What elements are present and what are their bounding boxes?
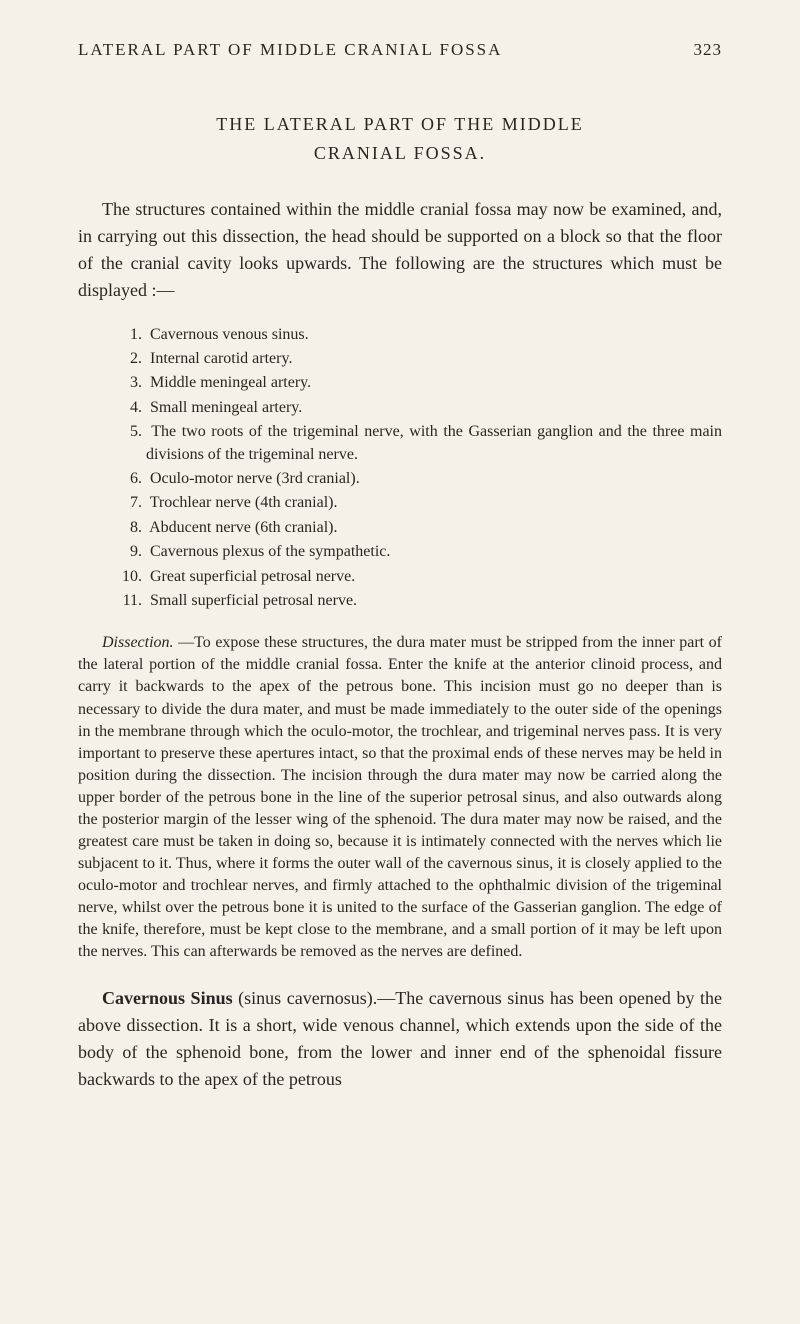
intro-paragraph: The structures contained within the midd…: [78, 196, 722, 304]
cavernous-lead: Cavernous Sinus: [102, 988, 233, 1008]
list-text: Trochlear nerve (4th cranial).: [150, 494, 338, 511]
list-text: Cavernous plexus of the sympathetic.: [150, 543, 390, 560]
list-number: 6.: [120, 468, 142, 490]
list-number: 9.: [120, 541, 142, 563]
dissection-paragraph: Dissection. —To expose these structures,…: [78, 632, 722, 963]
list-text: Cavernous venous sinus.: [150, 326, 309, 343]
section-title: THE LATERAL PART OF THE MIDDLE CRANIAL F…: [78, 110, 722, 168]
list-text: Middle meningeal artery.: [150, 374, 311, 391]
title-line-1: THE LATERAL PART OF THE MIDDLE: [78, 110, 722, 139]
running-header-title: LATERAL PART OF MIDDLE CRANIAL FOSSA: [78, 40, 502, 60]
list-item: 2. Internal carotid artery.: [120, 348, 722, 370]
list-number: 7.: [120, 492, 142, 514]
list-item: 10. Great superficial petrosal nerve.: [120, 566, 722, 588]
list-number: 2.: [120, 348, 142, 370]
list-number: 10.: [120, 566, 142, 588]
list-text: Great superficial petrosal nerve.: [150, 568, 355, 585]
list-text: Oculo-motor nerve (3rd cranial).: [150, 470, 360, 487]
list-number: 1.: [120, 324, 142, 346]
list-text: Abducent nerve (6th cranial).: [149, 519, 337, 536]
page-number: 323: [694, 40, 723, 60]
list-number: 8.: [120, 517, 142, 539]
list-item: 3. Middle meningeal artery.: [120, 372, 722, 394]
title-line-2: CRANIAL FOSSA.: [78, 139, 722, 168]
structures-list: 1. Cavernous venous sinus. 2. Internal c…: [120, 324, 722, 613]
list-item: 9. Cavernous plexus of the sympathetic.: [120, 541, 722, 563]
list-item: 6. Oculo-motor nerve (3rd cranial).: [120, 468, 722, 490]
list-item: 8. Abducent nerve (6th cranial).: [120, 517, 722, 539]
list-number: 3.: [120, 372, 142, 394]
list-item: 7. Trochlear nerve (4th cranial).: [120, 492, 722, 514]
list-text: Small superficial petrosal nerve.: [150, 592, 357, 609]
list-text: The two roots of the trigeminal nerve, w…: [146, 423, 722, 462]
list-number: 11.: [120, 590, 142, 612]
list-number: 5.: [120, 421, 142, 443]
list-item: 1. Cavernous venous sinus.: [120, 324, 722, 346]
list-number: 4.: [120, 397, 142, 419]
dissection-body: —To expose these structures, the dura ma…: [78, 634, 722, 960]
list-text: Internal carotid artery.: [150, 350, 292, 367]
cavernous-paragraph: Cavernous Sinus (sinus cavernosus).—The …: [78, 985, 722, 1093]
dissection-lead: Dissection.: [102, 634, 174, 651]
list-item: 5. The two roots of the trigeminal nerve…: [120, 421, 722, 466]
list-item: 11. Small superficial petrosal nerve.: [120, 590, 722, 612]
list-text: Small meningeal artery.: [150, 399, 302, 416]
list-item: 4. Small meningeal artery.: [120, 397, 722, 419]
running-header: LATERAL PART OF MIDDLE CRANIAL FOSSA 323: [78, 40, 722, 60]
